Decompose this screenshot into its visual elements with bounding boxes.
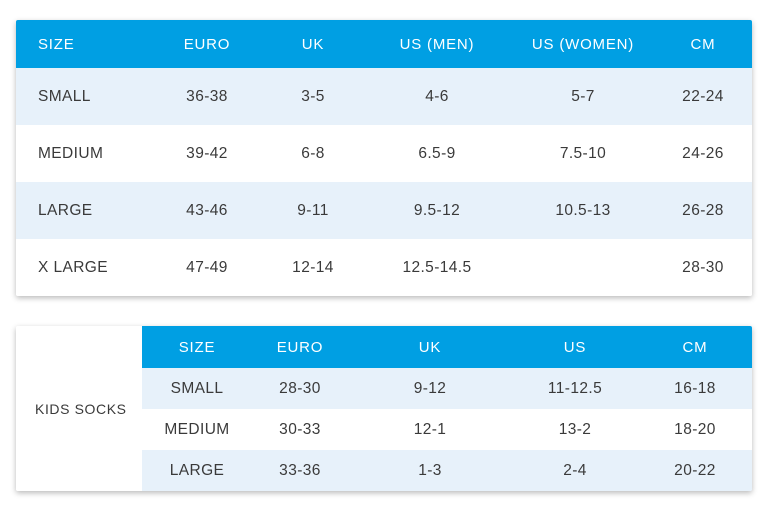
value-cell: 24-26 xyxy=(654,125,752,182)
value-cell: 47-49 xyxy=(150,239,264,296)
col-header-cm: CM xyxy=(638,326,752,368)
table-row-small: SMALL 36-38 3-5 4-6 5-7 22-24 xyxy=(16,68,752,125)
size-cell: SMALL xyxy=(142,368,252,409)
size-cell: LARGE xyxy=(142,450,252,491)
size-cell: X LARGE xyxy=(16,239,150,296)
col-header-uk: UK xyxy=(264,20,362,68)
kids-label-column: KIDS SOCKS xyxy=(16,326,142,491)
table-row-small: SMALL 28-30 9-12 11-12.5 16-18 xyxy=(142,368,752,409)
value-cell: 20-22 xyxy=(638,450,752,491)
table-row-medium: MEDIUM 39-42 6-8 6.5-9 7.5-10 24-26 xyxy=(16,125,752,182)
value-cell: 7.5-10 xyxy=(512,125,654,182)
value-cell: 11-12.5 xyxy=(512,368,638,409)
size-cell: MEDIUM xyxy=(142,409,252,450)
adult-size-table: SIZE EURO UK US (MEN) US (WOMEN) CM SMAL… xyxy=(16,20,752,296)
value-cell: 26-28 xyxy=(654,182,752,239)
value-cell: 9-11 xyxy=(264,182,362,239)
size-cell: MEDIUM xyxy=(16,125,150,182)
table-row-large: LARGE 33-36 1-3 2-4 20-22 xyxy=(142,450,752,491)
value-cell: 2-4 xyxy=(512,450,638,491)
col-header-uk: UK xyxy=(348,326,512,368)
value-cell: 5-7 xyxy=(512,68,654,125)
value-cell: 33-36 xyxy=(252,450,348,491)
value-cell: 13-2 xyxy=(512,409,638,450)
value-cell: 16-18 xyxy=(638,368,752,409)
col-header-us: US xyxy=(512,326,638,368)
value-cell: 4-6 xyxy=(362,68,512,125)
col-header-euro: EURO xyxy=(150,20,264,68)
kids-header-row: SIZE EURO UK US CM xyxy=(142,326,752,368)
value-cell: 30-33 xyxy=(252,409,348,450)
value-cell: 10.5-13 xyxy=(512,182,654,239)
col-header-size: SIZE xyxy=(142,326,252,368)
value-cell: 9.5-12 xyxy=(362,182,512,239)
table-row-xlarge: X LARGE 47-49 12-14 12.5-14.5 28-30 xyxy=(16,239,752,296)
value-cell: 3-5 xyxy=(264,68,362,125)
table-row-medium: MEDIUM 30-33 12-1 13-2 18-20 xyxy=(142,409,752,450)
size-cell: SMALL xyxy=(16,68,150,125)
value-cell: 28-30 xyxy=(252,368,348,409)
value-cell: 12-14 xyxy=(264,239,362,296)
col-header-us-men: US (MEN) xyxy=(362,20,512,68)
value-cell: 28-30 xyxy=(654,239,752,296)
adult-header-row: SIZE EURO UK US (MEN) US (WOMEN) CM xyxy=(16,20,752,68)
value-cell: 12-1 xyxy=(348,409,512,450)
col-header-size: SIZE xyxy=(16,20,150,68)
value-cell: 22-24 xyxy=(654,68,752,125)
col-header-cm: CM xyxy=(654,20,752,68)
value-cell: 6.5-9 xyxy=(362,125,512,182)
value-cell: 9-12 xyxy=(348,368,512,409)
value-cell-empty xyxy=(512,239,654,296)
kids-size-chart-card: KIDS SOCKS SIZE EURO UK US CM SMALL 28-3 xyxy=(16,326,752,491)
value-cell: 18-20 xyxy=(638,409,752,450)
col-header-us-women: US (WOMEN) xyxy=(512,20,654,68)
table-row-large: LARGE 43-46 9-11 9.5-12 10.5-13 26-28 xyxy=(16,182,752,239)
kids-size-table: SIZE EURO UK US CM SMALL 28-30 9-12 11-1… xyxy=(142,326,752,491)
value-cell: 39-42 xyxy=(150,125,264,182)
adult-size-chart-card: SIZE EURO UK US (MEN) US (WOMEN) CM SMAL… xyxy=(16,20,752,296)
size-cell: LARGE xyxy=(16,182,150,239)
kids-socks-label: KIDS SOCKS xyxy=(35,400,127,417)
value-cell: 1-3 xyxy=(348,450,512,491)
value-cell: 12.5-14.5 xyxy=(362,239,512,296)
value-cell: 43-46 xyxy=(150,182,264,239)
value-cell: 6-8 xyxy=(264,125,362,182)
col-header-euro: EURO xyxy=(252,326,348,368)
value-cell: 36-38 xyxy=(150,68,264,125)
